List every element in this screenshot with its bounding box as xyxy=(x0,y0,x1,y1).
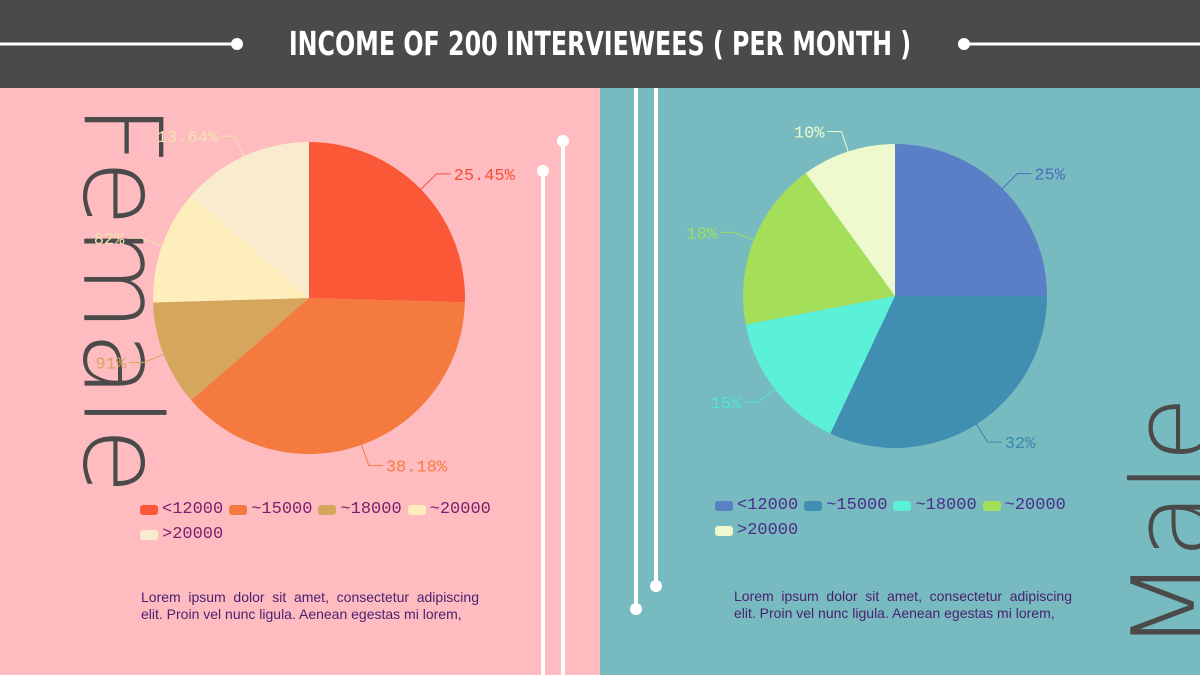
female-slice-label-3: 82% xyxy=(94,231,125,250)
female-legend-item[interactable]: ~20000 xyxy=(407,500,491,519)
male-slice-label-3: 18% xyxy=(687,225,718,244)
male-leader-line-4 xyxy=(827,130,850,154)
male-slice-3 xyxy=(743,173,895,325)
divider-dot-3 xyxy=(630,603,642,615)
male-slice-4 xyxy=(805,144,895,296)
male-legend-item[interactable]: ~15000 xyxy=(804,496,887,515)
male-legend-swatch xyxy=(804,500,823,511)
male-legend-label: >20000 xyxy=(737,521,799,540)
male-slice-2 xyxy=(745,296,895,434)
female-slice-label-0: 25.45% xyxy=(454,167,516,186)
female-leader-line-4 xyxy=(221,135,246,159)
female-slice-2 xyxy=(153,298,309,401)
divider-dot-1 xyxy=(537,165,549,177)
female-legend-item[interactable]: ~15000 xyxy=(229,500,312,519)
page-title: INCOME OF 200 INTERVIEWEES ( PER MONTH ) xyxy=(288,24,912,63)
male-legend-item[interactable]: ~18000 xyxy=(893,496,977,515)
female-legend-swatch xyxy=(407,504,426,515)
male-legend-label: ~20000 xyxy=(1004,496,1066,515)
female-slice-0 xyxy=(309,142,465,303)
male-legend-label: <12000 xyxy=(737,496,799,515)
female-slice-label-2: 91% xyxy=(96,356,127,375)
female-legend-swatch xyxy=(229,504,248,515)
male-slice-label-0: 25% xyxy=(1034,167,1065,186)
female-legend-label: ~20000 xyxy=(429,500,491,519)
header-dot-left xyxy=(231,38,243,50)
female-slice-label-4: 13.64% xyxy=(157,129,219,148)
female-legend-swatch xyxy=(318,504,337,515)
female-legend-label: <12000 xyxy=(162,500,224,519)
female-description: Lorem ipsum dolor sit amet, consectetur … xyxy=(141,589,479,622)
male-legend-swatch xyxy=(715,525,733,536)
female-legend: <12000 ~15000 ~18000 ~20000 >20000 xyxy=(140,500,500,544)
male-slice-1 xyxy=(830,296,1047,448)
male-legend-label: ~15000 xyxy=(826,496,888,515)
female-slice-label-1: 38.18% xyxy=(386,459,448,478)
male-legend-swatch xyxy=(893,500,912,511)
male-legend-swatch xyxy=(982,500,1001,511)
female-legend-label: ~15000 xyxy=(251,500,313,519)
female-legend-swatch xyxy=(140,504,158,515)
male-leader-line-1 xyxy=(974,422,1002,443)
male-legend-item[interactable]: ~20000 xyxy=(982,496,1066,515)
male-legend-item[interactable]: <12000 xyxy=(715,496,798,515)
male-leader-line-0 xyxy=(1000,173,1032,191)
male-slice-label-4: 10% xyxy=(794,124,825,143)
female-legend-item[interactable]: ~18000 xyxy=(318,500,402,519)
male-legend: <12000 ~15000 ~18000 ~20000 >20000 xyxy=(715,496,1095,540)
male-slice-label-1: 32% xyxy=(1005,435,1036,454)
divider-dot-2 xyxy=(557,135,569,147)
female-legend-label: >20000 xyxy=(162,525,224,544)
female-leader-line-3 xyxy=(127,237,165,247)
male-leader-line-3 xyxy=(720,231,756,242)
divider-dot-4 xyxy=(650,580,662,592)
male-slice-label-2: 15% xyxy=(711,395,742,414)
female-leader-line-1 xyxy=(360,442,383,467)
male-slice-0 xyxy=(895,144,1047,296)
female-leader-line-0 xyxy=(419,173,451,192)
female-legend-item[interactable]: >20000 xyxy=(140,525,223,544)
female-legend-item[interactable]: <12000 xyxy=(140,500,223,519)
male-legend-swatch xyxy=(715,500,733,511)
male-description: Lorem ipsum dolor sit amet, consectetur … xyxy=(734,588,1072,621)
female-legend-swatch xyxy=(140,529,158,540)
male-legend-label: ~18000 xyxy=(915,496,977,515)
female-slice-1 xyxy=(191,298,465,454)
male-legend-item[interactable]: >20000 xyxy=(715,521,798,540)
female-slice-4 xyxy=(191,142,309,298)
female-leader-line-2 xyxy=(129,353,166,364)
female-slice-3 xyxy=(153,195,309,303)
female-legend-label: ~18000 xyxy=(340,500,402,519)
male-leader-line-2 xyxy=(744,387,777,403)
